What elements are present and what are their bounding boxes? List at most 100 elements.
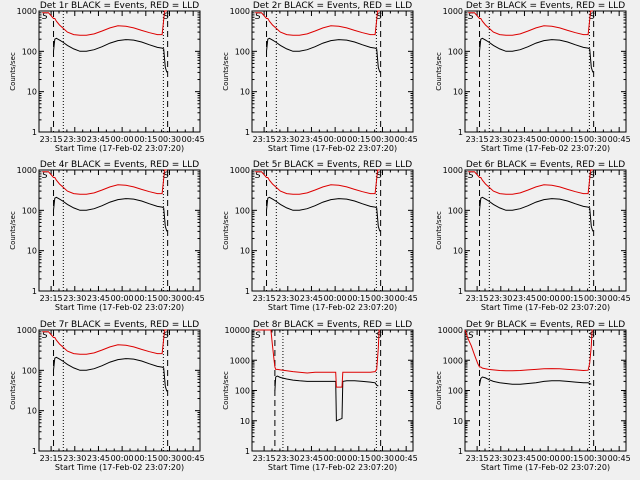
x-tick-label: 23:45: [87, 294, 110, 303]
detector-panel-5: Det 5r BLACK = Events, RED = LLD 1 10 100 10…: [222, 160, 418, 312]
y-tick-label: 1000: [443, 166, 463, 175]
y-axis-label: Counts/sec: [222, 371, 230, 410]
detector-panel-2: Det 2r BLACK = Events, RED = LLD 1 10 100 10…: [222, 1, 418, 153]
x-axis-label: Start Time (17-Feb-02 23:07:20): [481, 303, 610, 312]
y-tick-label: 1000: [17, 7, 37, 16]
x-tick-label: 00:30: [371, 294, 394, 303]
x-tick-label: 23:45: [87, 454, 110, 463]
y-axis-label: Counts/sec: [9, 371, 17, 410]
series-line-events: [266, 196, 381, 232]
y-tick-label: 1: [245, 128, 250, 137]
series-line-events: [479, 376, 592, 386]
x-tick-label: 23:45: [513, 135, 536, 144]
detector-panel-4: Det 4r BLACK = Events, RED = LLD 1 10 100 10…: [9, 160, 205, 312]
panel-title: Det 8r BLACK = Events, RED = LLD: [253, 320, 412, 330]
x-tick-label: 23:45: [513, 454, 536, 463]
series-line-lld: [255, 169, 380, 195]
y-axis-label: Counts/sec: [9, 211, 17, 250]
y-tick-label: 100: [448, 47, 463, 56]
x-tick-label: 00:30: [584, 135, 607, 144]
panel-title: Det 7r BLACK = Events, RED = LLD: [40, 320, 199, 330]
x-tick-label: 23:30: [63, 454, 86, 463]
y-tick-label: 10: [240, 247, 250, 256]
y-axis-label: Counts/sec: [435, 211, 443, 250]
saa-marker: S: [255, 171, 261, 181]
y-tick-label: 1: [32, 447, 37, 456]
plot-frame: [464, 10, 627, 133]
x-tick-label: 00:45: [182, 294, 205, 303]
y-tick-label: 10: [453, 247, 463, 256]
series-line-lld: [468, 10, 593, 36]
x-tick-label: 23:30: [63, 294, 86, 303]
x-tick-label: 23:30: [489, 454, 512, 463]
x-tick-label: 00:45: [395, 454, 418, 463]
panel-title: Det 9r BLACK = Events, RED = LLD: [466, 320, 625, 330]
series-line-lld: [42, 10, 167, 36]
detector-panel-8: Det 8r BLACK = Events, RED = LLD 1 10 100 10…: [222, 320, 418, 472]
series-line-events: [266, 37, 381, 73]
x-tick-label: 00:15: [134, 135, 157, 144]
x-tick-label: 23:45: [87, 135, 110, 144]
y-tick-label: 1000: [17, 326, 37, 335]
saa-marker: S: [376, 12, 382, 22]
x-tick-label: 00:45: [608, 454, 631, 463]
x-tick-label: 00:00: [324, 135, 347, 144]
x-tick-label: 00:15: [347, 454, 370, 463]
y-axis-label: Counts/sec: [9, 52, 17, 91]
x-tick-label: 00:15: [347, 135, 370, 144]
saa-marker: S: [255, 12, 261, 22]
y-tick-label: 1: [245, 447, 250, 456]
x-tick-label: 00:00: [324, 294, 347, 303]
y-tick-label: 1: [458, 287, 463, 296]
series-line-lld: [42, 169, 167, 195]
x-tick-label: 00:15: [560, 135, 583, 144]
y-tick-label: 10: [27, 247, 37, 256]
x-tick-label: 00:45: [395, 294, 418, 303]
x-tick-label: 00:45: [608, 135, 631, 144]
y-tick-label: 100: [448, 206, 463, 215]
x-tick-label: 00:00: [324, 454, 347, 463]
x-tick-label: 23:30: [276, 135, 299, 144]
plot-frame: [251, 329, 414, 452]
x-tick-label: 00:45: [182, 135, 205, 144]
x-axis-label: Start Time (17-Feb-02 23:07:20): [55, 463, 184, 472]
x-tick-label: 00:30: [584, 454, 607, 463]
x-tick-label: 00:00: [111, 135, 134, 144]
x-tick-label: 23:15: [40, 294, 63, 303]
y-tick-label: 1: [245, 287, 250, 296]
x-tick-label: 23:15: [40, 454, 63, 463]
saa-marker: S: [42, 331, 48, 341]
x-tick-label: 23:30: [276, 454, 299, 463]
x-tick-label: 00:45: [608, 294, 631, 303]
y-tick-label: 10: [453, 88, 463, 97]
x-tick-label: 00:15: [560, 454, 583, 463]
y-tick-label: 100: [235, 387, 250, 396]
saa-marker: S: [255, 331, 261, 341]
x-tick-label: 00:00: [537, 135, 560, 144]
y-tick-label: 1: [458, 447, 463, 456]
y-tick-label: 10: [240, 88, 250, 97]
series-line-lld: [255, 329, 380, 388]
y-tick-label: 10000: [225, 326, 250, 335]
detector-panel-9: Det 9r BLACK = Events, RED = LLD 1 10 100 10…: [435, 320, 631, 472]
y-axis-label: Counts/sec: [435, 371, 443, 410]
series-line-events: [479, 196, 594, 232]
y-tick-label: 100: [235, 206, 250, 215]
x-tick-label: 00:30: [158, 454, 181, 463]
detector-panel-3: Det 3r BLACK = Events, RED = LLD 1 10 100 10…: [435, 1, 631, 153]
x-tick-label: 23:45: [300, 294, 323, 303]
y-tick-label: 1000: [443, 7, 463, 16]
x-tick-label: 23:30: [276, 294, 299, 303]
x-tick-label: 00:15: [347, 294, 370, 303]
x-tick-label: 00:30: [371, 135, 394, 144]
series-line-lld: [468, 169, 593, 195]
series-line-events: [53, 37, 168, 73]
x-tick-label: 00:00: [111, 294, 134, 303]
y-tick-label: 1000: [17, 166, 37, 175]
x-tick-label: 00:00: [537, 454, 560, 463]
x-axis-label: Start Time (17-Feb-02 23:07:20): [55, 303, 184, 312]
panel-title: Det 2r BLACK = Events, RED = LLD: [253, 1, 412, 11]
y-tick-label: 1: [458, 128, 463, 137]
y-tick-label: 10: [27, 407, 37, 416]
x-tick-label: 00:15: [134, 454, 157, 463]
